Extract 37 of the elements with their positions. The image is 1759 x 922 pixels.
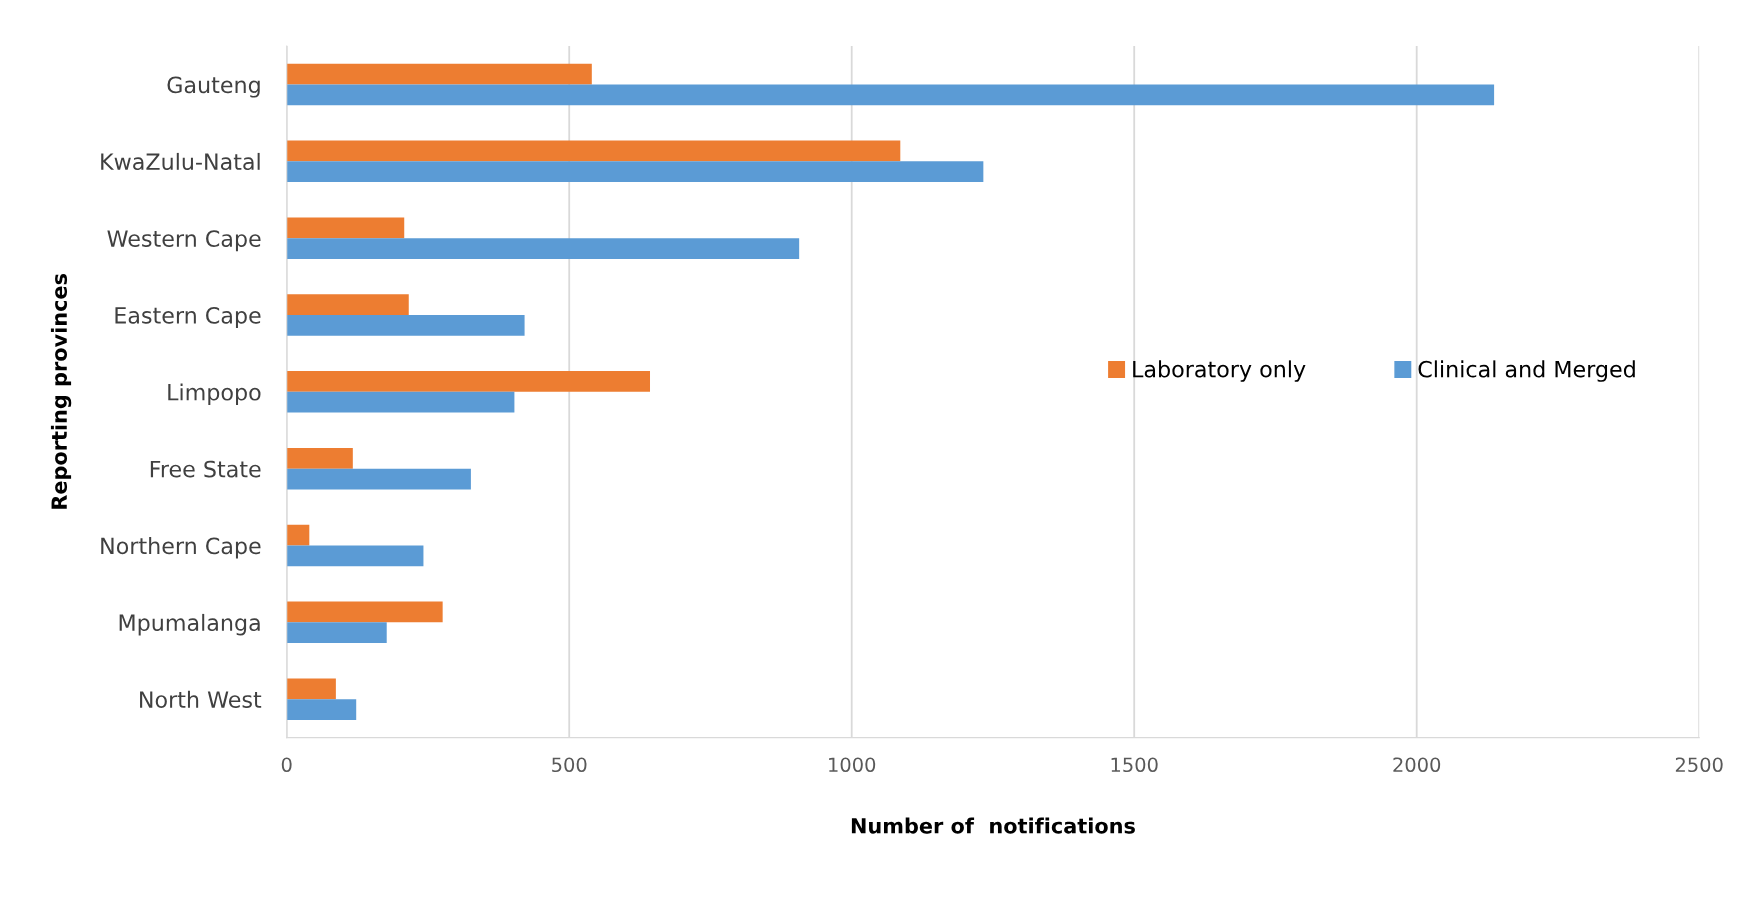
legend-label: Clinical and Merged <box>1418 360 1635 382</box>
bar <box>286 678 336 700</box>
bar <box>286 391 515 413</box>
y-tick-label: Western Cape <box>107 230 261 252</box>
bar <box>286 545 424 567</box>
y-tick-label: Eastern Cape <box>115 306 261 329</box>
y-tick-label: Gauteng <box>167 76 260 98</box>
bar <box>286 161 984 183</box>
y-tick-label: KwaZulu-Natal <box>101 152 260 171</box>
bar <box>286 294 409 316</box>
y-axis-title: Reporting provinces <box>50 273 72 509</box>
y-tick-label: Mpumalanga <box>119 613 260 636</box>
bar <box>286 238 800 259</box>
bar <box>286 601 443 623</box>
bar <box>286 140 901 162</box>
x-tick-label: 1000 <box>829 757 876 773</box>
legend-label: Laboratory only <box>1133 360 1306 382</box>
y-tick-label: Northern Cape <box>101 537 261 559</box>
x-tick-label: 500 <box>552 757 587 773</box>
x-axis-title: Number of notifications <box>851 817 1135 834</box>
bar <box>286 524 310 546</box>
bar <box>286 315 525 336</box>
x-tick-label: 2000 <box>1393 757 1441 773</box>
bar <box>286 468 471 490</box>
bar <box>286 447 353 469</box>
bar <box>286 63 592 85</box>
y-tick-label: Limpopo <box>168 383 261 405</box>
y-tick-label: Free State <box>150 460 261 478</box>
bar <box>286 699 357 720</box>
x-tick-label: 1500 <box>1111 757 1158 773</box>
bar <box>286 622 387 644</box>
x-tick-label: 0 <box>281 757 292 773</box>
bar <box>286 217 405 239</box>
x-tick-label: 2500 <box>1675 757 1723 773</box>
bar <box>286 84 1495 106</box>
bar <box>286 371 651 392</box>
y-tick-label: North West <box>140 690 262 708</box>
